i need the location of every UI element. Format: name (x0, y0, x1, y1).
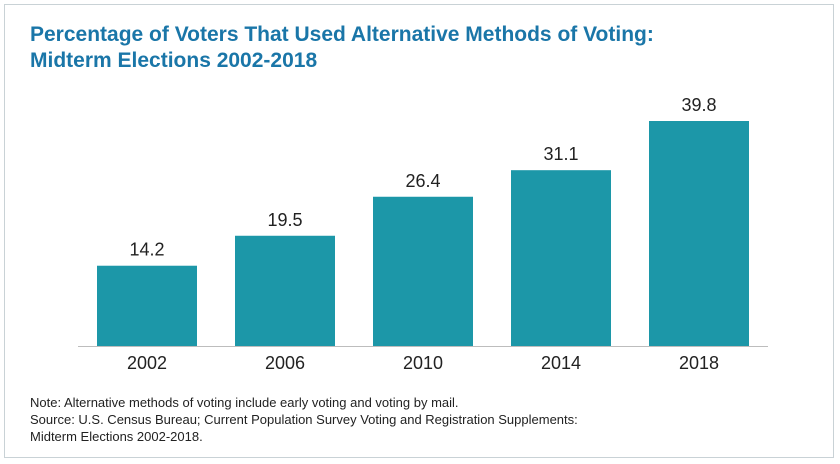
x-tick-label-2018: 2018 (679, 353, 719, 373)
value-label-2002: 14.2 (129, 240, 164, 260)
bar-2002 (97, 265, 197, 346)
x-tick-label-2006: 2006 (265, 353, 305, 373)
bar-group (97, 121, 749, 346)
bar-2010 (373, 196, 473, 346)
value-label-2006: 19.5 (267, 210, 302, 230)
x-tick-label-2014: 2014 (541, 353, 581, 373)
bar-2014 (511, 170, 611, 346)
bar-2018 (649, 121, 749, 346)
x-tick-label-2010: 2010 (403, 353, 443, 373)
x-tick-label-2002: 2002 (127, 353, 167, 373)
value-label-2018: 39.8 (681, 95, 716, 115)
chart-notes: Note: Alternative methods of voting incl… (30, 394, 810, 445)
bar-2006 (235, 235, 335, 346)
chart-title: Percentage of Voters That Used Alternati… (30, 22, 790, 74)
chart-title-line-1: Percentage of Voters That Used Alternati… (30, 23, 654, 46)
value-label-group: 14.2 19.5 26.4 31.1 39.8 (129, 95, 716, 260)
chart-title-line-2: Midterm Elections 2002-2018 (30, 49, 318, 72)
source-text-continued: Midterm Elections 2002-2018. (30, 429, 203, 444)
value-label-2010: 26.4 (405, 171, 440, 191)
note-text: Note: Alternative methods of voting incl… (30, 395, 459, 410)
x-tick-label-group: 2002 2006 2010 2014 2018 (127, 353, 719, 373)
source-text: Source: U.S. Census Bureau; Current Popu… (30, 412, 578, 427)
value-label-2014: 31.1 (543, 144, 578, 164)
